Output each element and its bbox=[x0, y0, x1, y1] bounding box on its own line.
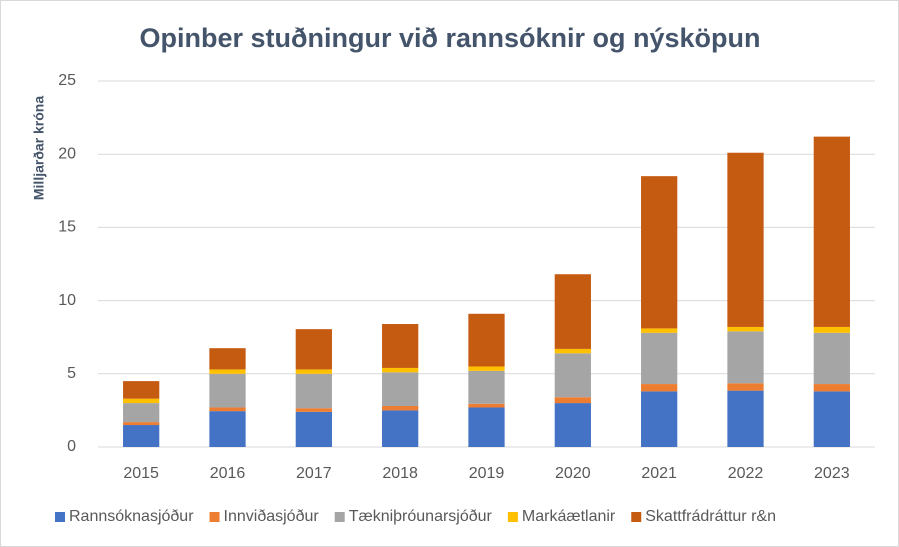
bar-segment bbox=[641, 384, 678, 392]
legend-label: Rannsóknasjóður bbox=[69, 508, 194, 525]
bar-segment bbox=[468, 370, 505, 404]
x-tick-label: 2021 bbox=[641, 465, 677, 482]
bar-segment bbox=[382, 372, 419, 407]
y-tick-label: 20 bbox=[58, 145, 76, 162]
bar-segment bbox=[209, 373, 246, 408]
bar-segment bbox=[468, 403, 505, 408]
bar-segment bbox=[209, 369, 246, 374]
bar-segment bbox=[641, 332, 678, 385]
bar-segment bbox=[123, 425, 160, 447]
bar-segment bbox=[813, 332, 850, 385]
bar-segment bbox=[554, 274, 591, 349]
x-tick-label: 2023 bbox=[814, 465, 850, 482]
bar-segment bbox=[295, 373, 332, 409]
bar-segment bbox=[382, 367, 419, 373]
bar-segment bbox=[727, 383, 764, 391]
bar-segment bbox=[554, 397, 591, 404]
bar-segment bbox=[123, 422, 160, 426]
legend-label: Markáætlanir bbox=[522, 508, 616, 525]
legend-label: Skattfrádráttur r&n bbox=[645, 508, 776, 525]
bar-segment bbox=[727, 390, 764, 447]
bar-segment bbox=[295, 329, 332, 370]
bar-segment bbox=[295, 369, 332, 374]
bar-segment bbox=[295, 408, 332, 412]
bar-segment bbox=[813, 326, 850, 333]
legend-swatch bbox=[631, 512, 642, 522]
x-tick-label: 2017 bbox=[296, 465, 332, 482]
bar-segment bbox=[468, 366, 505, 371]
bar-segment bbox=[382, 406, 419, 411]
bar-segment bbox=[382, 324, 419, 368]
bar-segment bbox=[727, 331, 764, 384]
chart-title: Opinber stuðningur við rannsóknir og nýs… bbox=[139, 23, 760, 53]
bar-segment bbox=[554, 348, 591, 354]
bar-segment bbox=[209, 407, 246, 412]
legend-label: Tækniþróunarsjóður bbox=[349, 508, 493, 525]
y-tick-label: 15 bbox=[58, 219, 76, 236]
bar-segment bbox=[813, 391, 850, 447]
x-tick-label: 2015 bbox=[123, 465, 159, 482]
legend-label: Innviðasjóður bbox=[224, 508, 320, 525]
x-tick-label: 2020 bbox=[555, 465, 591, 482]
bar-segment bbox=[641, 391, 678, 447]
bar-segment bbox=[295, 411, 332, 447]
bar-segment bbox=[209, 348, 246, 370]
bar-segment bbox=[813, 136, 850, 327]
y-tick-label: 0 bbox=[67, 438, 76, 455]
legend-swatch bbox=[507, 512, 518, 522]
bar-segment bbox=[641, 328, 678, 333]
x-tick-label: 2016 bbox=[210, 465, 246, 482]
bar-segment bbox=[641, 176, 678, 329]
legend-swatch bbox=[209, 512, 220, 522]
bar-segment bbox=[727, 326, 764, 332]
x-tick-label: 2018 bbox=[382, 465, 418, 482]
y-tick-label: 25 bbox=[58, 72, 76, 89]
x-tick-label: 2019 bbox=[469, 465, 505, 482]
bar-segment bbox=[813, 384, 850, 392]
bar-segment bbox=[554, 353, 591, 398]
bar-segment bbox=[123, 403, 160, 423]
bar-segment bbox=[554, 403, 591, 447]
y-tick-label: 5 bbox=[67, 365, 76, 382]
y-tick-label: 10 bbox=[58, 292, 76, 309]
bar-segment bbox=[123, 398, 160, 404]
bar-segment bbox=[727, 152, 764, 327]
y-axis-label: Milljarðar króna bbox=[31, 96, 47, 200]
bar-segment bbox=[382, 410, 419, 447]
legend-swatch bbox=[334, 512, 345, 522]
bar-segment bbox=[123, 381, 160, 399]
bar-segment bbox=[468, 407, 505, 447]
bar-segment bbox=[468, 313, 505, 367]
bar-segment bbox=[209, 411, 246, 447]
legend-swatch bbox=[55, 512, 65, 522]
x-tick-label: 2022 bbox=[728, 465, 764, 482]
